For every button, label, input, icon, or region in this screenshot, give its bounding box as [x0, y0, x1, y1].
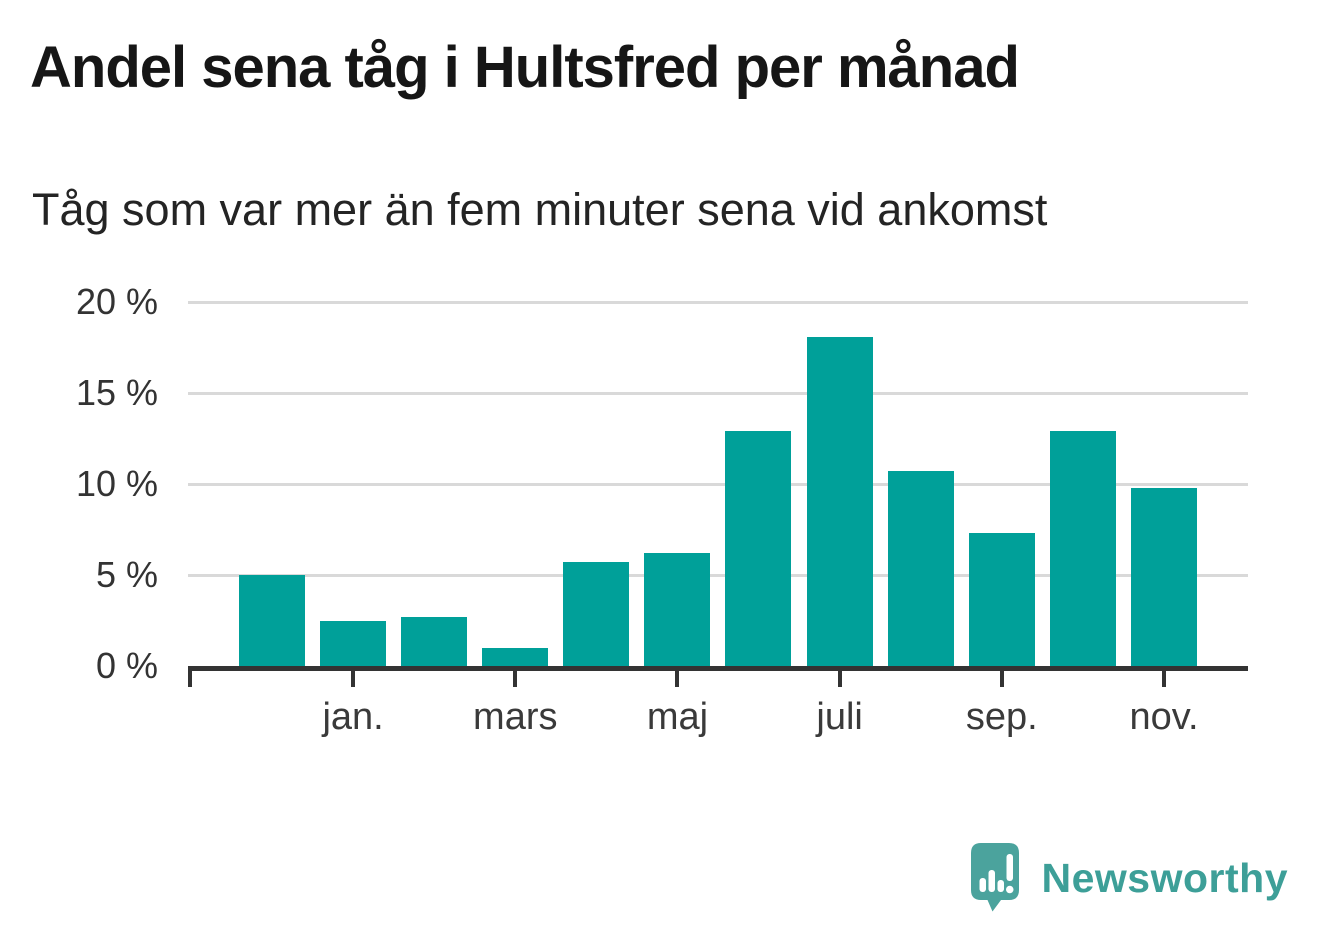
newsworthy-logo: Newsworthy	[970, 843, 1289, 913]
bar-11	[1049, 431, 1116, 666]
y-axis-label: 15 %	[75, 372, 158, 413]
y-axis-label: 5 %	[95, 554, 158, 595]
x-axis-label-maj: maj	[646, 696, 709, 738]
y-axis-label: 0 %	[95, 645, 158, 686]
x-axis-label-sep: sep.	[965, 696, 1038, 738]
x-axis-label-nov: nov.	[1129, 696, 1199, 738]
gridline-15	[188, 391, 1248, 395]
gridline-10	[188, 482, 1248, 486]
x-axis-label-jan: jan.	[322, 696, 384, 738]
bar-8	[806, 336, 873, 666]
plot-area: 0 % 5 % 10 % 15 % 20 % jan. mars maj juli sep. nov…	[76, 284, 1248, 738]
newsworthy-logo-text: Newsworthy	[1041, 854, 1288, 901]
x-axis-label-juli: juli	[816, 696, 863, 738]
newsworthy-logo-icon	[970, 843, 1019, 912]
bar-10	[968, 533, 1035, 666]
bar-7	[725, 431, 792, 666]
x-axis-tick-nov	[1162, 671, 1166, 687]
bar-9	[887, 471, 954, 666]
bar-12	[1130, 487, 1197, 666]
x-axis-label-mars: mars	[473, 696, 558, 738]
x-axis-tick-sep	[999, 671, 1004, 687]
bars-container	[239, 302, 1197, 666]
x-axis-tick-juli	[837, 671, 842, 687]
x-axis-tick-mars	[513, 671, 518, 687]
bar-1	[239, 575, 305, 666]
axis-start-tick	[188, 671, 192, 687]
x-axis-tick-jan	[351, 671, 356, 687]
bar-3	[401, 616, 468, 666]
bar-6	[644, 553, 711, 666]
y-axis-label: 20 %	[75, 281, 158, 322]
gridline-5	[188, 573, 1248, 577]
bar-4	[482, 647, 549, 666]
x-axis-tick-maj	[675, 671, 680, 687]
chart-subtitle: Tåg som var mer än fem minuter sena vid …	[32, 184, 1048, 235]
bar-2	[320, 620, 387, 666]
chart-title: Andel sena tåg i Hultsfred per månad	[30, 35, 1020, 100]
y-axis-label: 10 %	[75, 463, 158, 504]
bar-5	[563, 562, 630, 666]
gridline-20	[188, 300, 1248, 304]
